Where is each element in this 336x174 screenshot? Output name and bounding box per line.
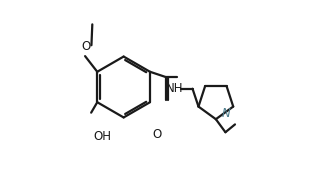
Text: N: N <box>222 108 231 120</box>
Text: OH: OH <box>93 130 111 143</box>
Text: O: O <box>152 128 161 141</box>
Text: O: O <box>81 40 91 53</box>
Text: NH: NH <box>166 82 183 95</box>
